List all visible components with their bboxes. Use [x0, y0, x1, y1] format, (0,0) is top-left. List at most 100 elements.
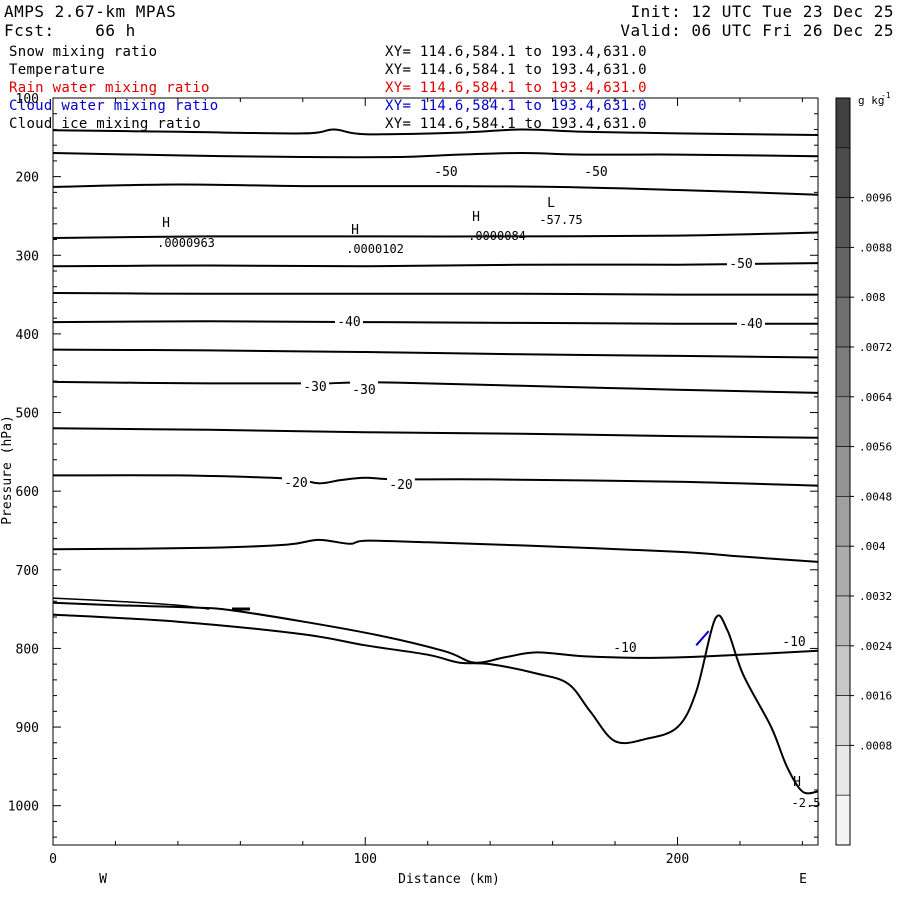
colorbar-label: .0024 — [859, 640, 892, 653]
temperature-label: -30 — [303, 380, 326, 395]
colorbar-label: .0064 — [859, 391, 892, 404]
y-tick-label: 100 — [16, 92, 39, 107]
x-axis-label: Distance (km) — [398, 872, 500, 887]
temperature-contour-t11 — [52, 474, 819, 487]
temperature-label-bg — [737, 315, 765, 331]
plot-frame — [52, 97, 819, 846]
temperature-contour-t2 — [52, 151, 819, 159]
temperature-contours — [52, 128, 819, 664]
y-tick-label: 600 — [16, 485, 39, 500]
field-name-rain: Rain water mixing ratio — [9, 80, 210, 96]
y-tick-label: 500 — [16, 407, 39, 422]
y-tick-label: 1000 — [8, 800, 39, 815]
temperature-label: -10 — [782, 635, 805, 650]
colorbar-swatch — [835, 745, 851, 796]
field-name-snow: Snow mixing ratio — [9, 44, 158, 60]
colorbar-unit: g kg — [858, 94, 885, 107]
temperature-contour-t5 — [52, 262, 819, 268]
temperature-label-bg — [335, 313, 363, 329]
temperature-label-bg — [432, 163, 460, 179]
colorbar-swatch — [835, 296, 851, 348]
y-axis-label: Pressure (hPa) — [0, 415, 15, 525]
temperature-label: -20 — [389, 478, 412, 493]
colorbar-swatch — [835, 545, 851, 597]
x-tick-label: 0 — [49, 852, 57, 867]
temperature-label-bg — [301, 378, 329, 394]
east-label: E — [799, 872, 807, 887]
contour-labels: -50 -50 -50 -40 -40 -30 -30 -20 -20 -10 -10 H .00009… — [157, 163, 820, 810]
colorbar-swatch — [835, 197, 851, 248]
colorbar-label: .0032 — [859, 590, 892, 603]
temperature-contour-t4 — [52, 231, 819, 239]
terrain-upper-branch — [52, 597, 210, 610]
temperature-label: -40 — [337, 315, 360, 330]
colorbar-frame — [835, 97, 851, 846]
temperature-label-bg — [611, 639, 639, 655]
model-title: AMPS 2.67-km MPAS — [4, 2, 177, 21]
x-tick-label: 100 — [354, 852, 377, 867]
colorbar-label: .0056 — [859, 441, 892, 454]
extremum-letter: H — [162, 216, 170, 231]
colorbar-label: .0072 — [859, 341, 892, 354]
terrain-line — [52, 613, 819, 795]
colorbar-swatch — [835, 396, 851, 447]
colorbar-swatch — [835, 496, 851, 547]
colorbar-label: .008 — [859, 291, 886, 304]
temperature-contour-t7 — [52, 320, 819, 325]
terrain — [52, 597, 819, 795]
temperature-contour-t12 — [52, 538, 819, 563]
temperature-label-bg — [780, 633, 808, 649]
extremum-value: .0000963 — [157, 236, 215, 250]
temperature-label: -50 — [584, 165, 607, 180]
colorbar-swatch — [835, 97, 851, 149]
temperature-label: -30 — [352, 383, 375, 398]
field-name-temperature: Temperature — [9, 62, 106, 78]
temperature-label: -20 — [284, 476, 307, 491]
temperature-contour-t8 — [52, 348, 819, 359]
extremum-letter: H — [793, 775, 801, 790]
colorbar-unit-exponent: -1 — [881, 91, 891, 100]
temperature-contour-t9 — [52, 380, 819, 394]
colorbar-swatch — [835, 147, 851, 198]
x-tick-label: 200 — [666, 852, 689, 867]
field-xy-rain: XY= 114.6,584.1 to 193.4,631.0 — [385, 80, 647, 96]
extremum-value: -2.5 — [792, 796, 821, 810]
field-xy-cloud-ice: XY= 114.6,584.1 to 193.4,631.0 — [385, 116, 647, 132]
extremum-value: -57.75 — [539, 213, 582, 227]
y-tick-label: 200 — [16, 171, 39, 186]
colorbar-swatch — [835, 446, 851, 497]
colorbar-label: .0016 — [859, 690, 892, 703]
temperature-label: -50 — [729, 257, 752, 272]
temperature-label-bg — [350, 381, 378, 397]
field-name-cloud-water: Cloud water mixing ratio — [9, 98, 219, 114]
y-tick-label: 800 — [16, 642, 39, 657]
temperature-contour-t1 — [52, 128, 819, 136]
extremum-value: .0000084 — [468, 229, 526, 243]
temperature-label: -40 — [739, 317, 762, 332]
temperature-label-bg — [582, 163, 610, 179]
colorbar-label: .0048 — [859, 490, 892, 503]
axes: 100 200 300 400 500 600 700 800 900 1000 0 100 200 Di… — [0, 92, 819, 887]
temperature-label-bg — [727, 255, 755, 271]
colorbar-label: .0008 — [859, 739, 892, 752]
temperature-label-bg — [387, 476, 415, 492]
y-tick-label: 400 — [16, 328, 39, 343]
temperature-contour-t13 — [52, 601, 819, 664]
temperature-contour-t3 — [52, 183, 819, 196]
field-xy-temperature: XY= 114.6,584.1 to 193.4,631.0 — [385, 62, 647, 78]
y-tick-label: 900 — [16, 721, 39, 736]
temperature-label: -10 — [613, 641, 636, 656]
temperature-label-bg — [282, 474, 310, 490]
field-xy-cloud-water: XY= 114.6,584.1 to 193.4,631.0 — [385, 98, 647, 114]
y-tick-label: 700 — [16, 564, 39, 579]
forecast-hour: Fcst: 66 h — [4, 21, 136, 40]
field-name-cloud-ice: Cloud ice mixing ratio — [9, 116, 202, 132]
colorbar-swatch — [835, 346, 851, 398]
west-label: W — [99, 872, 107, 887]
valid-time: Valid: 06 UTC Fri 26 Dec 25 — [620, 21, 894, 40]
extremum-value: .0000102 — [346, 242, 404, 256]
extremum-letter: H — [351, 223, 359, 238]
extremum-letter: L — [547, 196, 555, 211]
colorbar-swatch — [835, 595, 851, 647]
